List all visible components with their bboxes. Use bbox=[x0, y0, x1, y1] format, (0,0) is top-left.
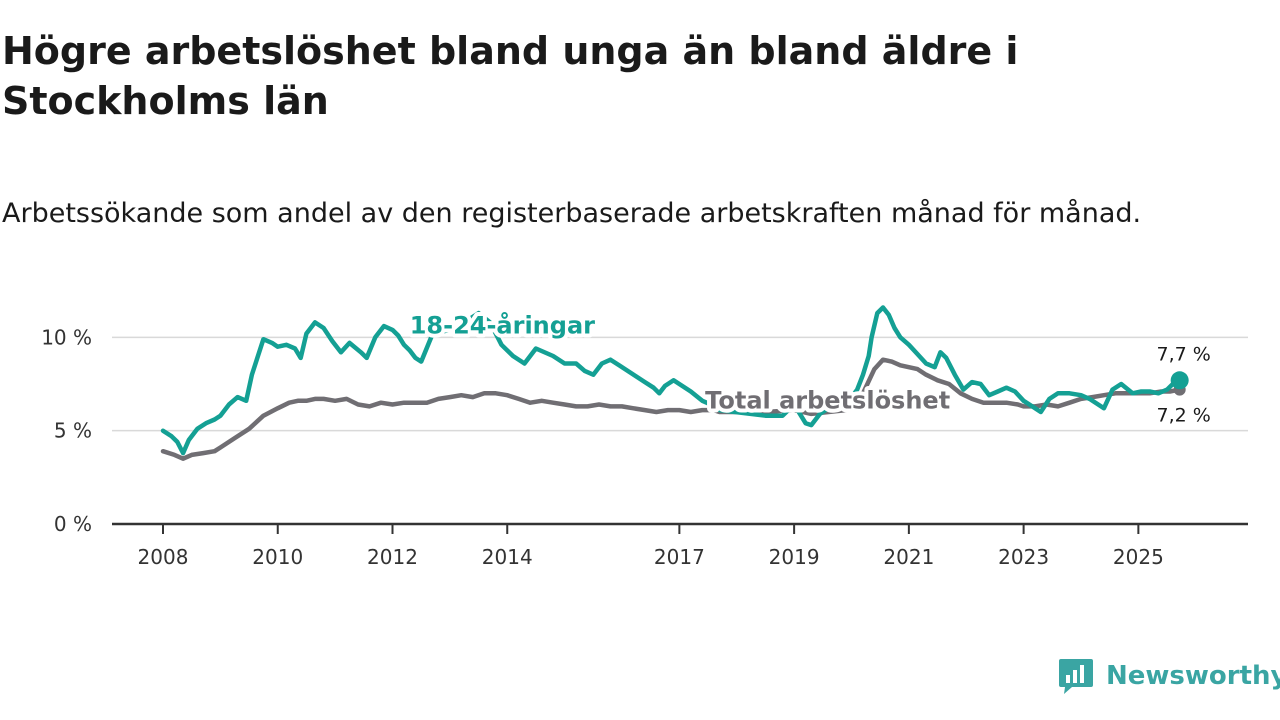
chart-title: Högre arbetslöshet bland unga än bland ä… bbox=[2, 29, 1019, 123]
y-tick-label: 5 % bbox=[54, 419, 92, 443]
series-lines bbox=[160, 305, 1189, 461]
brand-name: Newsworthy bbox=[1106, 661, 1280, 691]
x-tick-label: 2008 bbox=[138, 545, 189, 569]
x-tick-label: 2014 bbox=[482, 545, 533, 569]
newsworthy-logo-icon bbox=[1059, 659, 1093, 694]
x-tick-label: 2012 bbox=[367, 545, 418, 569]
x-tick-label: 2017 bbox=[654, 545, 705, 569]
chart-subtitle: Arbetssökande som andel av den registerb… bbox=[2, 198, 1142, 229]
y-tick-label: 10 % bbox=[41, 325, 92, 349]
x-tick-label: 2010 bbox=[252, 545, 303, 569]
total-end-label: 7,2 % bbox=[1157, 405, 1211, 427]
youth-end-label: 7,7 % bbox=[1157, 343, 1211, 365]
youth-series-line bbox=[160, 305, 1182, 456]
series-labels: 7,7 % 7,2 % 18-24-åringar Total arbetslöshe… bbox=[406, 307, 1211, 427]
x-tick-label: 2021 bbox=[883, 545, 934, 569]
youth-series-label: 18-24-åringar bbox=[410, 311, 595, 340]
total-series-label: Total arbetslöshet bbox=[705, 386, 950, 414]
total-series-line bbox=[160, 357, 1182, 461]
x-tick-label: 2025 bbox=[1113, 545, 1164, 569]
newsworthy-logo: Newsworthy bbox=[1058, 654, 1280, 698]
line-chart: 0 %5 %10 % 2008 2010 2012 2014 2017 2019 2021 2… bbox=[41, 305, 1248, 569]
y-axis-labels: 0 % 5 % 10 % bbox=[41, 325, 92, 536]
x-tick-label: 2023 bbox=[998, 545, 1049, 569]
x-tick-label: 2019 bbox=[769, 545, 820, 569]
youth-end-marker bbox=[1170, 371, 1189, 390]
y-tick-label: 0 % bbox=[54, 512, 92, 536]
x-axis: 2008 2010 2012 2014 2017 2019 2021 2023 2025 bbox=[112, 522, 1248, 569]
grid-lines bbox=[112, 336, 1248, 432]
